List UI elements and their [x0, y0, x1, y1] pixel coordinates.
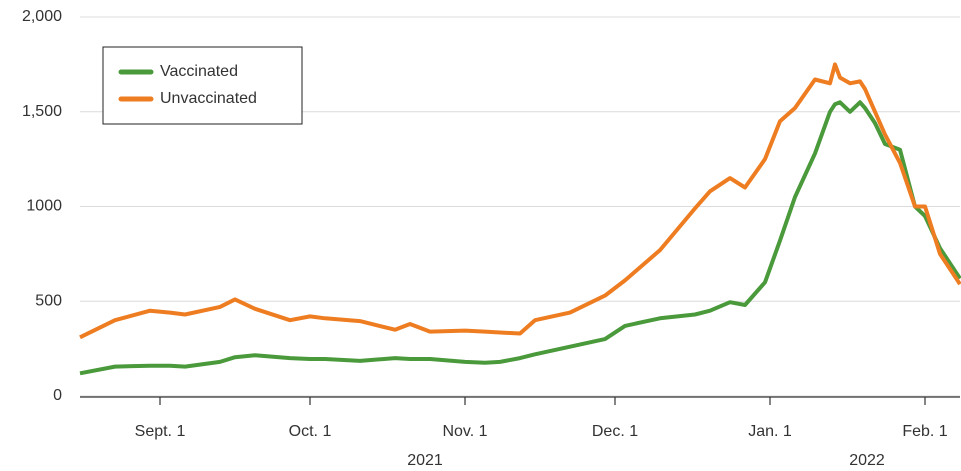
x-tick-label: Sept. 1 [135, 423, 186, 440]
legend-label: Unvaccinated [160, 90, 257, 107]
legend: Vaccinated Unvaccinated [102, 46, 303, 125]
x-tick-label: Jan. 1 [748, 423, 792, 440]
x-tick-label: Nov. 1 [442, 423, 487, 440]
legend-label: Vaccinated [160, 63, 238, 80]
y-tick-label: 1,500 [22, 103, 62, 120]
y-tick-label: 2,000 [22, 8, 62, 25]
legend-box [102, 46, 303, 125]
x-tick-label: Dec. 1 [592, 423, 638, 440]
year-label: 2022 [849, 452, 885, 469]
line-series [79, 62, 961, 340]
year-label: 2021 [407, 452, 443, 469]
x-tick-label: Feb. 1 [902, 423, 947, 440]
y-tick-label: 500 [35, 292, 62, 309]
y-tick-label: 1000 [26, 198, 62, 215]
x-tick-label: Oct. 1 [289, 423, 332, 440]
line-series [79, 100, 961, 376]
y-tick-label: 0 [53, 387, 62, 404]
